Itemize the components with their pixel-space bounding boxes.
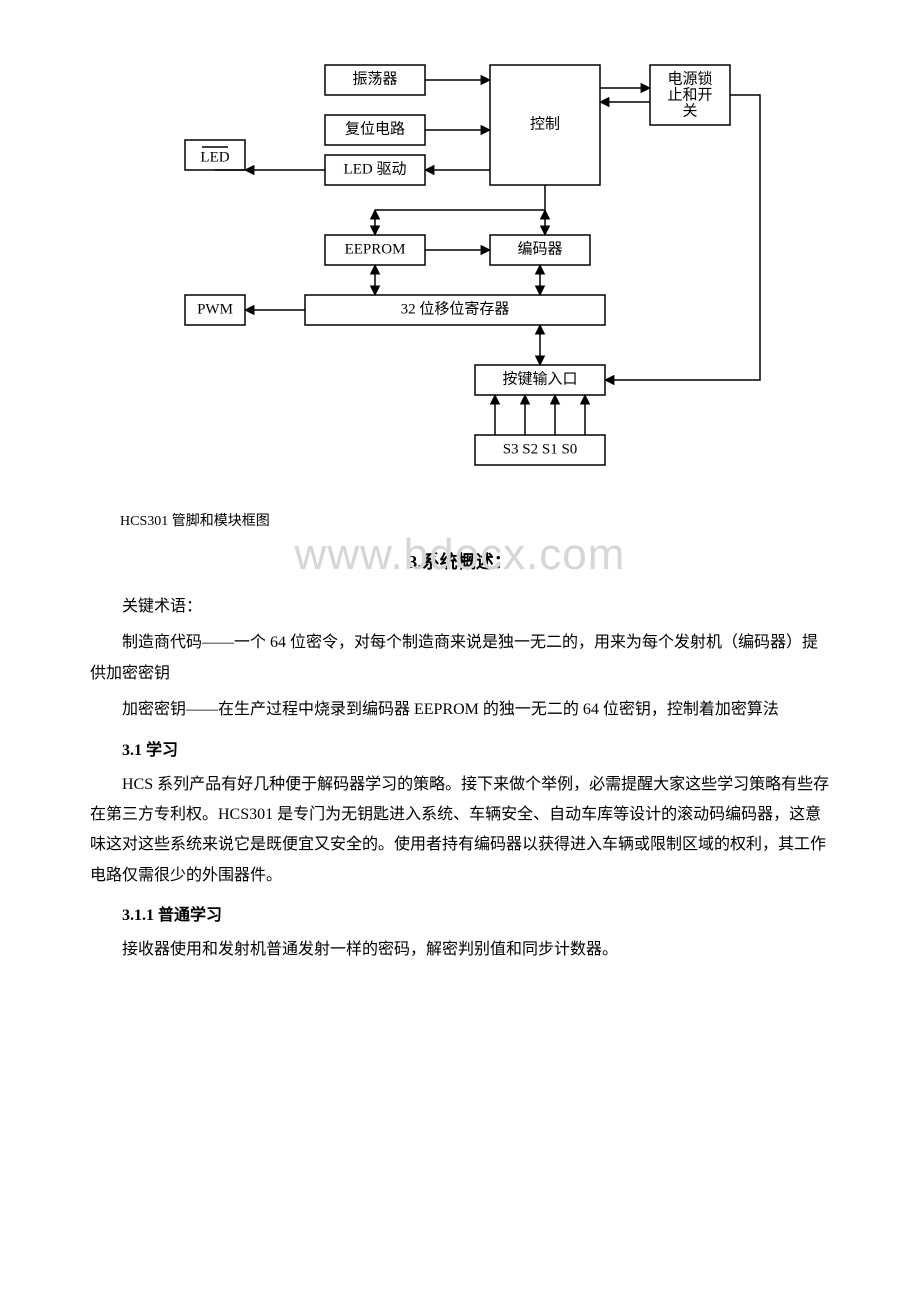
label-power-1: 电源锁 <box>667 70 712 87</box>
label-key-input: 按键输入口 <box>502 370 577 387</box>
diagram-caption: HCS301 管脚和模块框图 <box>120 510 830 530</box>
label-shift-register: 32 位移位寄存器 <box>401 299 510 317</box>
arrow-power-key <box>605 95 760 380</box>
label-oscillator: 振荡器 <box>352 70 397 87</box>
para-learn: HCS 系列产品有好几种便于解码器学习的策略。接下来做个举例，必需提醒大家这些学… <box>90 770 830 892</box>
label-power-2: 止和开 <box>667 86 712 103</box>
para-mfr-code: 制造商代码——一个 64 位密令，对每个制造商来说是独一无二的，用来为每个发射机… <box>90 628 830 689</box>
block-diagram: 振荡器 复位电路 LED LED 驱动 控制 电源锁 止和开 关 EEPROM … <box>60 40 860 480</box>
label-eeprom: EEPROM <box>345 241 406 257</box>
label-led-driver: LED 驱动 <box>344 160 407 177</box>
label-keys: S3 S2 S1 S0 <box>503 441 578 457</box>
heading-3-1-1: 3.1.1 普通学习 <box>90 901 830 925</box>
label-power-3: 关 <box>682 102 697 119</box>
para-normal-learn: 接收器使用和发射机普通发射一样的密码，解密判别值和同步计数器。 <box>90 935 830 965</box>
label-control: 控制 <box>530 115 560 132</box>
label-pwm: PWM <box>197 301 233 317</box>
label-reset: 复位电路 <box>345 119 405 137</box>
label-led: LED <box>200 149 229 165</box>
heading-3-1: 3.1 学习 <box>90 736 830 760</box>
section-title: 3.系统概述： <box>90 548 830 574</box>
para-enc-key: 加密密钥——在生产过程中烧录到编码器 EEPROM 的独一无二的 64 位密钥，… <box>90 695 830 725</box>
para-terms: 关键术语： <box>90 592 830 622</box>
diagram-svg: 振荡器 复位电路 LED LED 驱动 控制 电源锁 止和开 关 EEPROM … <box>130 40 790 480</box>
label-encoder: 编码器 <box>517 240 562 257</box>
